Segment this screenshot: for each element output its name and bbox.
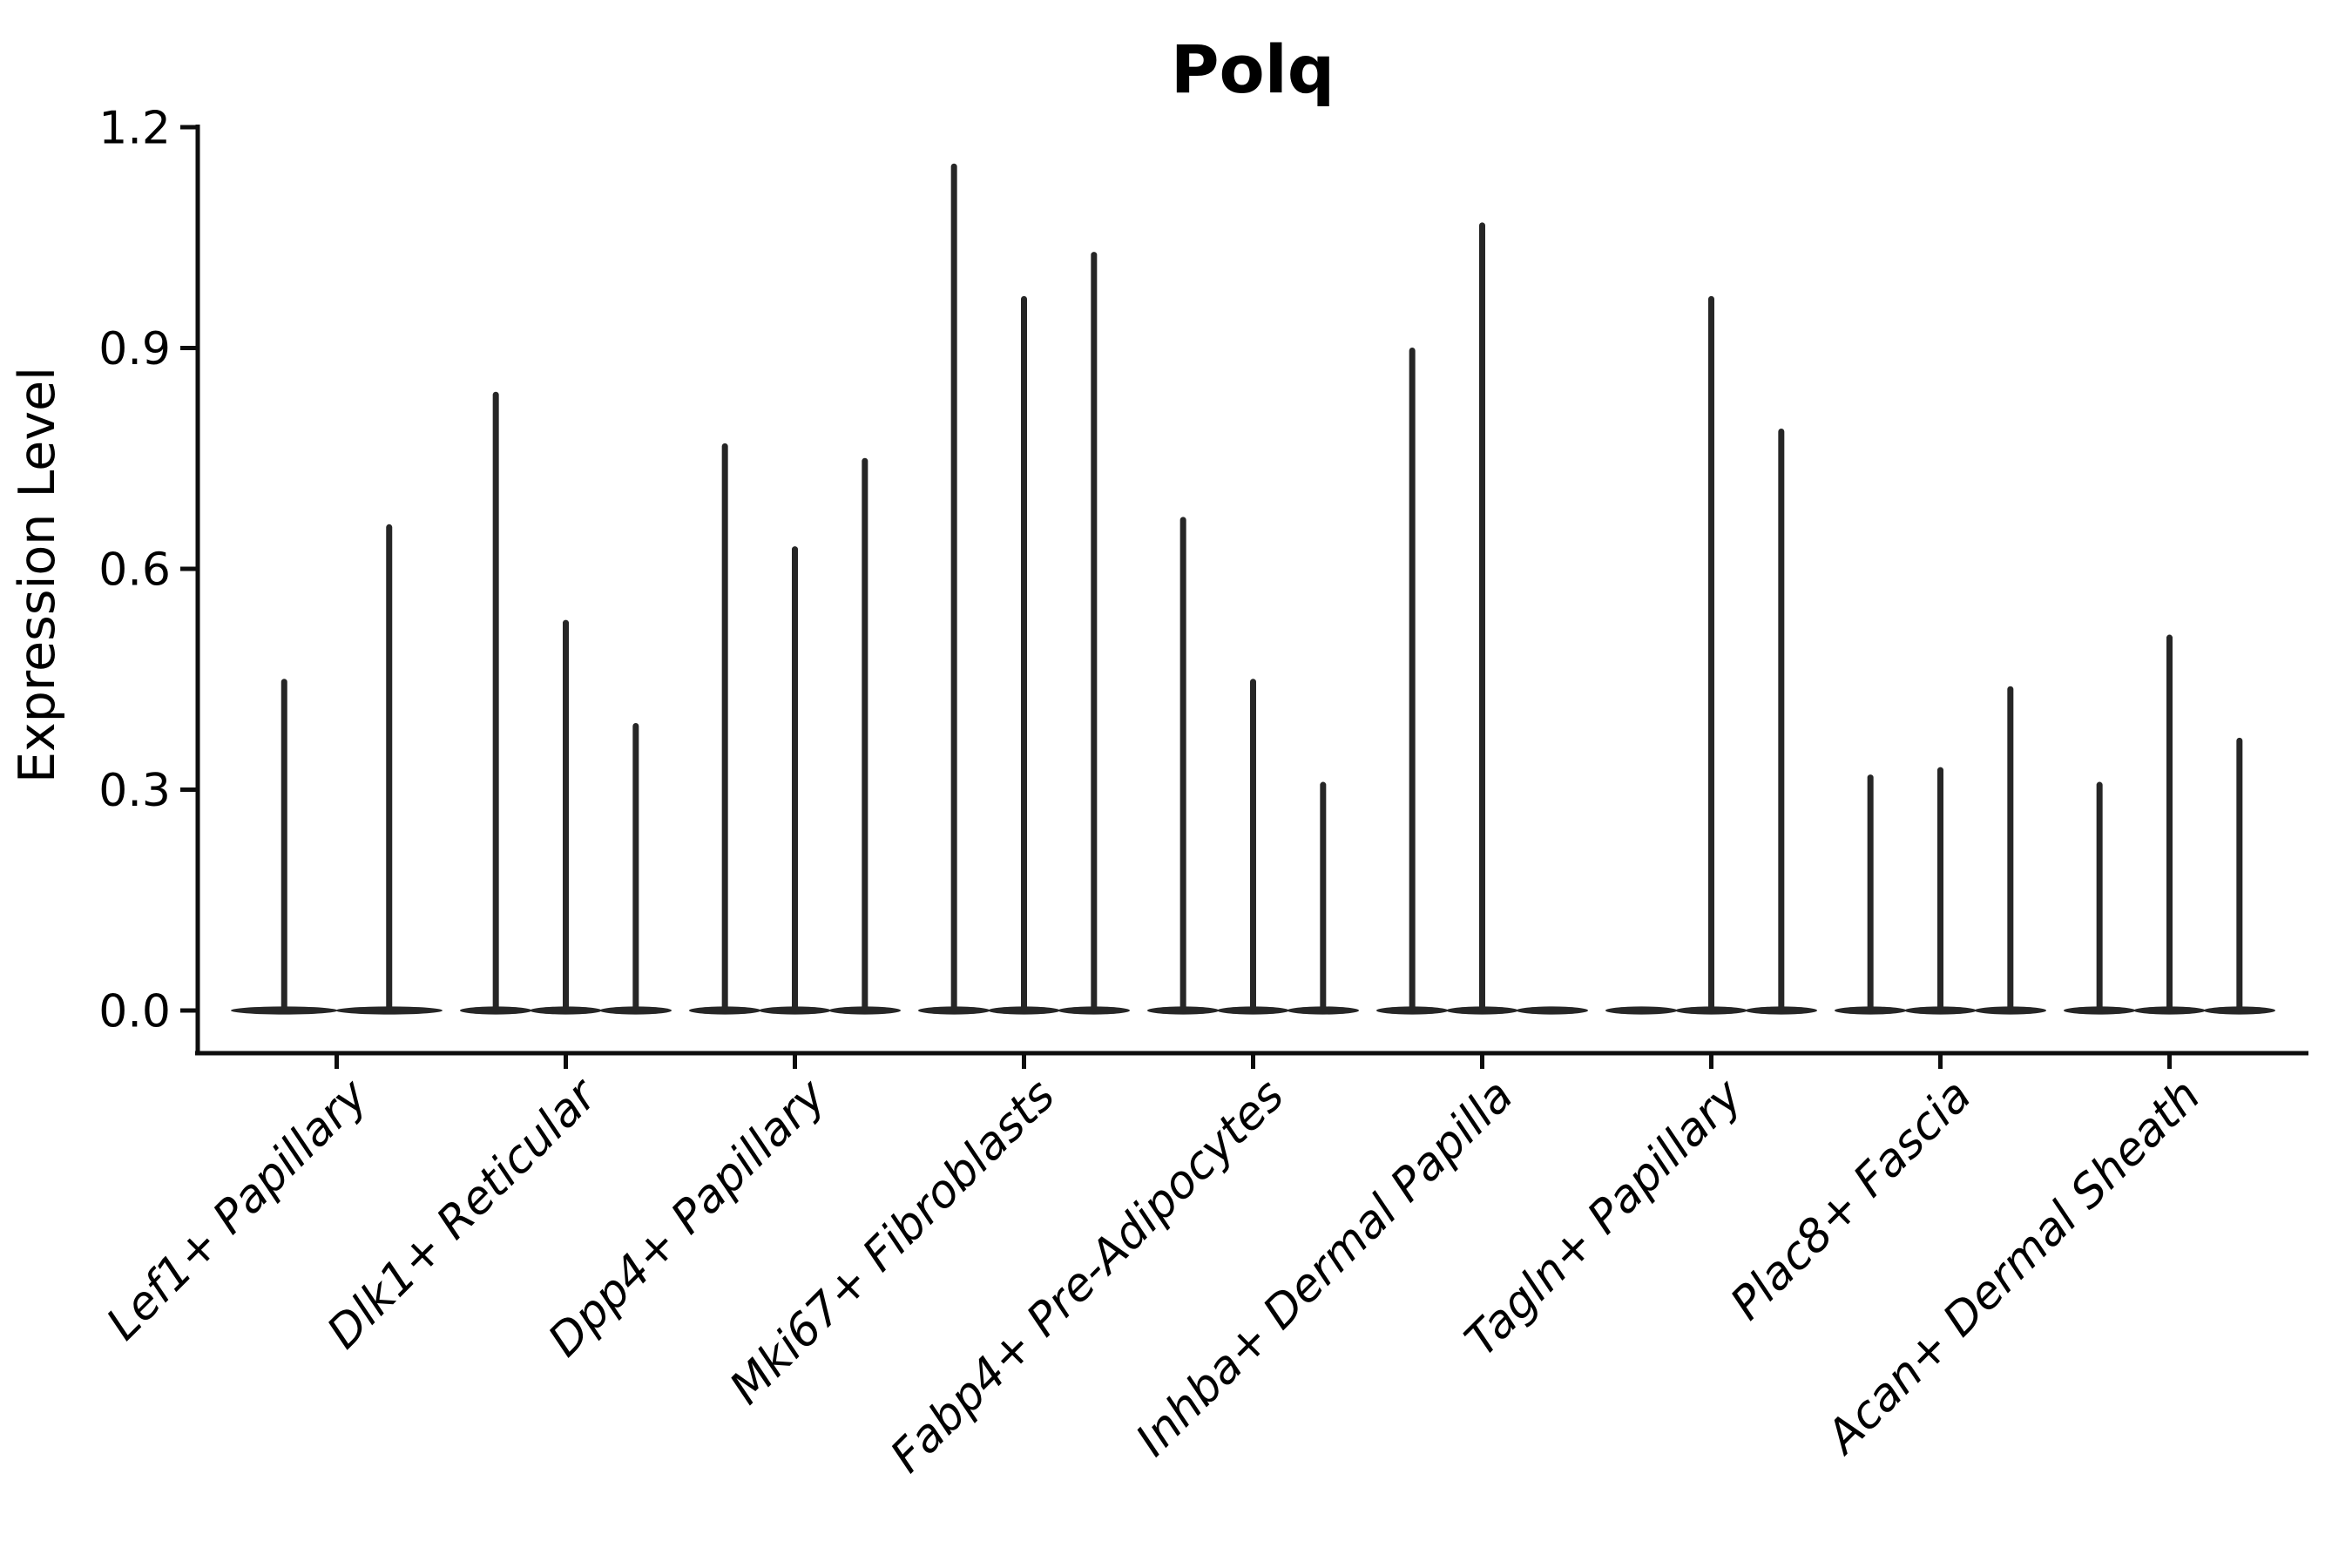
y-axis: 0.0 0.3 0.6 0.9 1.2	[98, 103, 200, 1055]
y-tick-label: 0.0	[98, 986, 171, 1038]
chart-title: Polq	[1171, 30, 1335, 108]
y-tick-label: 1.2	[98, 103, 171, 155]
y-tick-label: 0.6	[98, 544, 171, 597]
y-axis-label: Expression Level	[9, 367, 66, 783]
violin-base	[1605, 1006, 1678, 1015]
violin-base	[1516, 1006, 1589, 1015]
y-tick-label: 0.9	[98, 323, 171, 375]
y-ticks: 0.0 0.3 0.6 0.9 1.2	[98, 103, 198, 1038]
violins-group	[231, 163, 2275, 1015]
y-tick-label: 0.3	[98, 765, 171, 817]
